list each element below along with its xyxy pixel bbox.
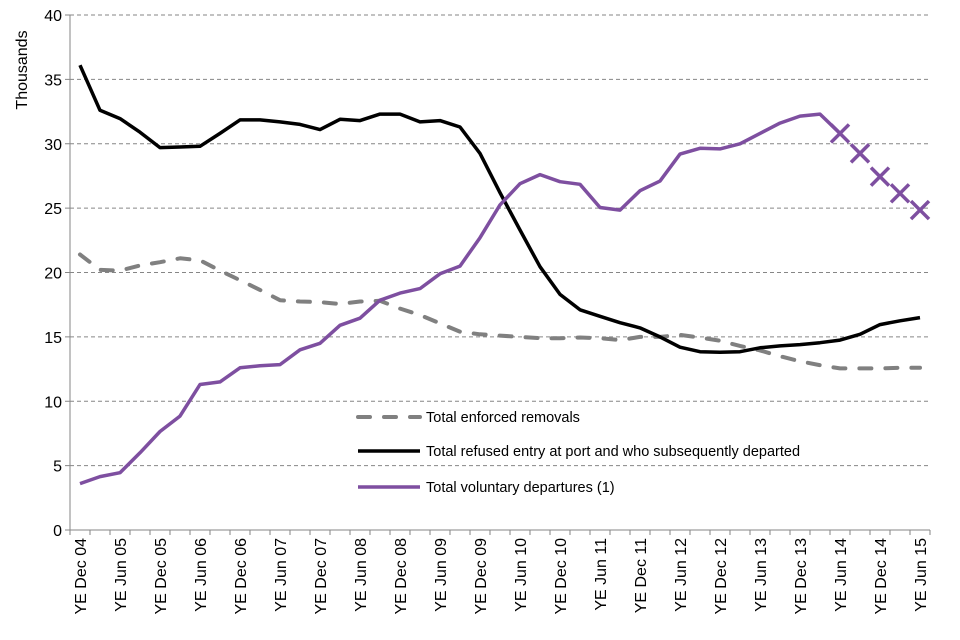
y-tick-label: 35 [44,72,62,89]
y-axis-title: Thousands [14,30,31,109]
x-tick-label: YE Jun 13 [753,538,770,612]
x-tick-label: YE Jun 12 [673,538,690,612]
x-tick-label: YE Jun 07 [273,538,290,612]
data-point-marker [849,143,871,164]
legend-label: Total enforced removals [426,410,580,426]
legend-label: Total voluntary departures (1) [426,480,615,496]
y-tick-label: 40 [44,8,62,25]
data-point-marker [869,166,891,187]
x-tick-label: YE Dec 05 [153,538,170,615]
x-tick-label: YE Jun 05 [113,538,130,612]
x-tick-label: YE Dec 10 [553,538,570,615]
x-tick-label: YE Jun 08 [353,538,370,612]
series-2 [79,112,931,486]
x-tick-label: YE Dec 12 [713,538,730,615]
data-point-marker [829,123,851,144]
x-tick-label: YE Dec 08 [393,538,410,615]
x-tick-label: YE Jun 15 [913,538,930,612]
x-tick-label: YE Jun 06 [193,538,210,612]
y-axis: 0 5 10 15 20 25 30 35 40 [44,8,71,540]
data-point-marker [889,183,911,204]
series-group [78,64,931,486]
series-line [78,64,921,355]
x-tick-label: YE Dec 07 [313,538,330,615]
y-tick-label: 25 [44,201,62,218]
x-tick-label: YE Dec 04 [73,538,90,615]
x-tick-label: YE Jun 09 [433,538,450,612]
x-axis: YE Dec 04 YE Jun 05 YE Dec 05 YE Jun 06 YE D… [69,529,931,615]
y-tick-label: 20 [44,266,62,283]
legend: Total enforced removals Total refused ent… [356,410,800,496]
gridlines [70,14,930,467]
x-tick-label: YE Dec 14 [873,538,890,615]
x-tick-label: YE Jun 14 [833,538,850,612]
x-tick-label: YE Dec 06 [233,538,250,615]
y-tick-label: 15 [44,330,62,347]
y-tick-label: 5 [53,459,62,476]
x-tick-label: YE Jun 10 [513,538,530,612]
data-point-marker [909,199,931,221]
y-tick-label: 0 [53,523,62,540]
series-1 [78,64,921,355]
y-tick-label: 30 [44,137,62,154]
x-tick-label: YE Dec 11 [633,538,650,613]
x-tick-label: YE Dec 13 [793,538,810,615]
series-0 [78,252,922,371]
x-tick-label: YE Dec 09 [473,538,490,615]
series-line [78,252,922,371]
legend-label: Total refused entry at port and who subs… [426,444,800,460]
x-tick-label: YE Jun 11 [593,538,610,611]
y-tick-label: 10 [44,394,62,411]
series-line [79,112,842,486]
